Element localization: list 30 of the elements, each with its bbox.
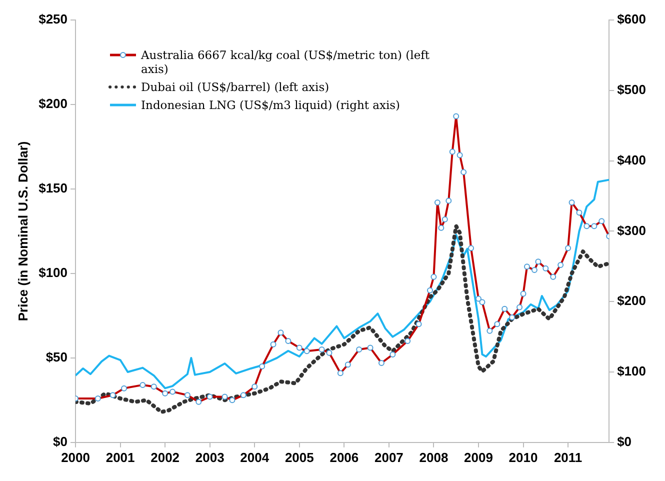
- y2-tick-label: $300: [617, 222, 646, 238]
- x-tick-label: 2000: [61, 450, 90, 465]
- legend-label: Australia 6667 kcal/kg coal (US$/metric ton) (left axis): [141, 48, 431, 76]
- x-tick-label: 2003: [195, 450, 224, 465]
- x-tick-label: 2006: [330, 450, 359, 465]
- y2-tick-label: $0: [617, 434, 632, 449]
- y2-tick-label: $200: [617, 293, 646, 308]
- legend-label: Dubai oil (US$/barrel) (left axis): [141, 80, 330, 94]
- x-tick-label: 2011: [554, 450, 582, 465]
- legend-label: Indonesian LNG (US$/m3 liquid) (right axis): [141, 98, 400, 112]
- y-tick-label: $200: [38, 96, 68, 112]
- y-tick-label: $50: [46, 350, 68, 364]
- y-tick-label: $250: [38, 12, 68, 27]
- x-tick-label: 2008: [419, 450, 448, 465]
- x-tick-label: 2007: [374, 450, 404, 465]
- y-axis-title: Price (in Nominal U.S. Dollar): [15, 141, 30, 322]
- y2-tick-label: $100: [617, 364, 646, 379]
- y-tick-label: $150: [38, 180, 68, 196]
- x-tick-label: 2004: [240, 450, 270, 465]
- line-series: [76, 224, 610, 414]
- x-tick-label: 2009: [464, 450, 493, 465]
- x-tick-label: 2010: [508, 450, 538, 465]
- y-tick-label: $100: [38, 265, 68, 280]
- x-tick-label: 2005: [284, 450, 314, 465]
- y2-tick-label: $400: [617, 152, 646, 168]
- y2-tick-label: $500: [617, 82, 646, 97]
- x-tick-label: 2002: [150, 450, 180, 465]
- x-tick-label: 2001: [106, 450, 135, 465]
- y2-tick-label: $600: [617, 12, 646, 27]
- y-tick-label: $0: [53, 434, 68, 449]
